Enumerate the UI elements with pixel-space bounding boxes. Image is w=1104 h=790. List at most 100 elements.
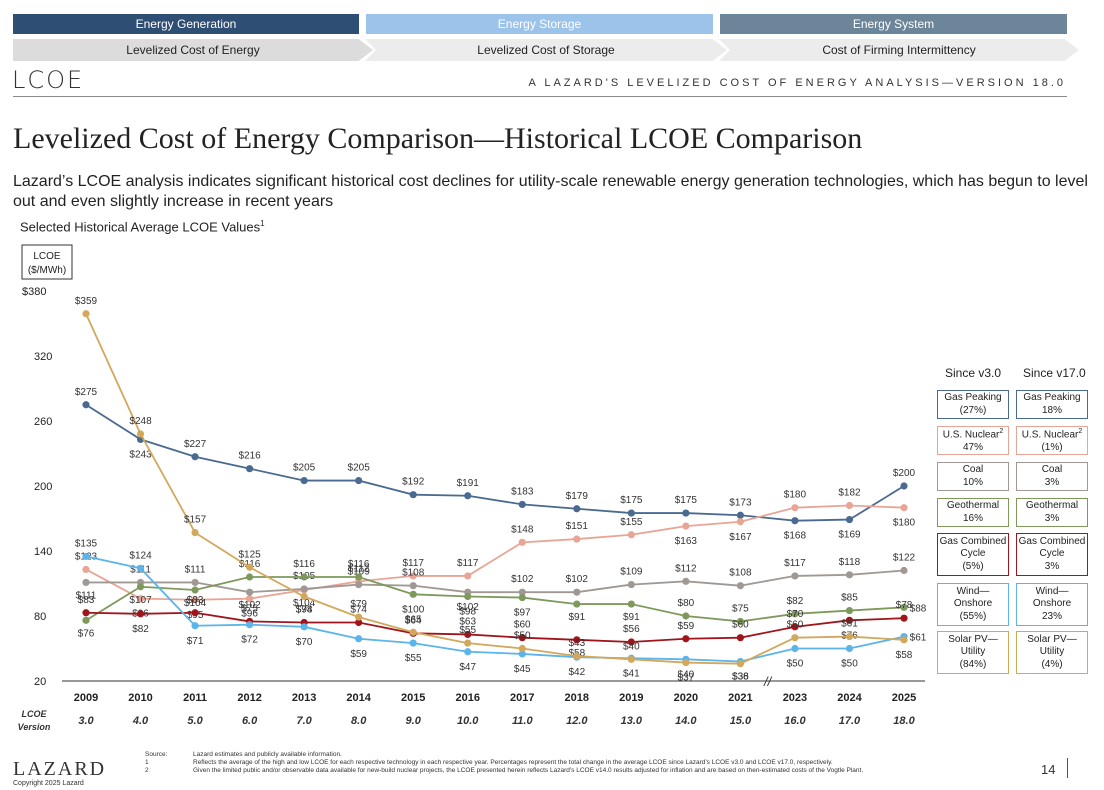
data-label: $37 <box>678 673 695 684</box>
data-label: $40 <box>623 641 640 652</box>
data-label: $117 <box>402 558 424 569</box>
x-tick-label: 2012 <box>237 692 261 704</box>
data-label: $175 <box>675 495 698 506</box>
legend-series-name-2: Utility <box>1039 646 1065 658</box>
data-label: $91 <box>623 612 640 623</box>
legend-box-v3: Gas Peaking (27%) <box>937 390 1009 419</box>
version-tick-label: 6.0 <box>242 715 258 727</box>
data-point <box>900 566 908 575</box>
legend-box-v3: U.S. Nuclear2 47% <box>937 426 1009 455</box>
legend-box-v3: Geothermal 16% <box>937 498 1009 527</box>
nav-energy-generation[interactable]: Energy Generation <box>13 14 359 34</box>
version-axis-label-2: Version <box>18 722 51 732</box>
nav-levelized-cost-of-storage[interactable]: Levelized Cost of Storage <box>365 39 727 61</box>
data-label: $45 <box>514 664 531 675</box>
legend-box-v17: Geothermal 3% <box>1016 498 1088 527</box>
data-point <box>627 509 635 517</box>
data-label: $243 <box>129 449 152 460</box>
data-label: $85 <box>841 593 858 604</box>
series-line <box>85 555 905 663</box>
data-point <box>845 606 854 615</box>
data-point <box>682 522 690 530</box>
data-point <box>246 465 254 473</box>
series-line <box>85 313 905 665</box>
data-label: $180 <box>784 490 807 501</box>
x-tick-label: 2011 <box>183 692 207 704</box>
legend-series-name: Coal <box>962 464 984 475</box>
data-label: $155 <box>620 517 643 528</box>
nav-levelized-cost-of-energy[interactable]: Levelized Cost of Energy <box>13 39 373 61</box>
data-label: $151 <box>566 521 589 532</box>
version-tick-label: 10.0 <box>457 715 479 727</box>
legend-change-value: (1%) <box>1041 442 1063 454</box>
data-label: $148 <box>511 524 534 535</box>
data-point <box>82 616 90 624</box>
data-label: $192 <box>402 477 425 488</box>
header-divider <box>13 96 1067 97</box>
lcoe-logo: LCOE <box>12 66 85 94</box>
data-point <box>791 634 799 642</box>
data-point <box>82 552 90 561</box>
x-tick-label: 2009 <box>74 692 98 704</box>
data-point <box>464 572 472 580</box>
data-point <box>845 571 854 579</box>
data-label: $108 <box>729 568 752 579</box>
nav-cost-of-firming-intermittency[interactable]: Cost of Firming Intermittency <box>719 39 1079 61</box>
x-tick-label: 2013 <box>292 692 316 704</box>
legend-series-name: Gas Peaking <box>1023 392 1081 403</box>
ylabel-bottom: ($/MWh) <box>28 265 66 276</box>
nav-energy-system[interactable]: Energy System <box>720 14 1067 34</box>
data-label: $183 <box>511 486 534 497</box>
legend-series-name: U.S. Nuclear2 <box>942 428 1004 441</box>
data-point <box>736 582 745 590</box>
page-number: 14 <box>1041 762 1056 777</box>
legend-box-v17: Gas Combined Cycle 3% <box>1016 533 1088 576</box>
data-point <box>191 453 199 461</box>
data-point <box>355 618 363 627</box>
legend-change-value: 47% <box>962 442 983 454</box>
data-point <box>191 528 199 537</box>
data-point <box>791 504 799 512</box>
data-label: $50 <box>841 659 858 670</box>
data-point <box>464 639 472 647</box>
legend-change-value: 23% <box>1041 610 1062 622</box>
y-tick-label: $380 <box>22 286 46 298</box>
series-line <box>85 576 905 623</box>
data-point <box>191 578 199 587</box>
legend-series-name-2: Onshore <box>1032 598 1072 610</box>
y-tick-label: 260 <box>34 416 52 428</box>
data-label: $42 <box>568 667 585 678</box>
data-label: $182 <box>838 488 861 499</box>
legend-series-name: Geothermal <box>946 500 1000 511</box>
data-label: $65 <box>405 614 422 625</box>
x-tick-label: 2014 <box>346 692 371 704</box>
data-point <box>736 634 745 642</box>
data-point <box>136 564 145 572</box>
data-point <box>82 310 90 318</box>
data-label: $275 <box>75 387 98 398</box>
data-label: $359 <box>75 296 98 307</box>
x-tick-label: 2019 <box>619 692 643 704</box>
data-point <box>900 504 908 512</box>
legend-series-name: Gas Peaking <box>944 392 1002 403</box>
legend-change-value: 10% <box>962 476 983 488</box>
data-label: $104 <box>184 598 207 609</box>
legend-box-v3: Wind— Onshore (55%) <box>937 583 1009 626</box>
nav-energy-storage[interactable]: Energy Storage <box>366 14 713 34</box>
data-label: $98 <box>459 607 476 618</box>
data-point <box>518 500 526 509</box>
data-label: $60 <box>732 620 749 631</box>
data-point <box>82 578 90 587</box>
data-point <box>300 623 308 631</box>
data-label: $116 <box>348 559 370 570</box>
data-point <box>573 588 581 596</box>
subsection-nav: Levelized Cost of Energy Levelized Cost … <box>13 39 1079 61</box>
data-label: $248 <box>129 416 152 427</box>
data-label: $157 <box>184 515 207 526</box>
version-tick-label: 8.0 <box>351 715 367 727</box>
legend-box-v3: Solar PV— Utility (84%) <box>937 631 1009 674</box>
x-tick-label: 2025 <box>892 692 916 704</box>
data-point <box>409 639 417 647</box>
data-point <box>518 634 526 642</box>
